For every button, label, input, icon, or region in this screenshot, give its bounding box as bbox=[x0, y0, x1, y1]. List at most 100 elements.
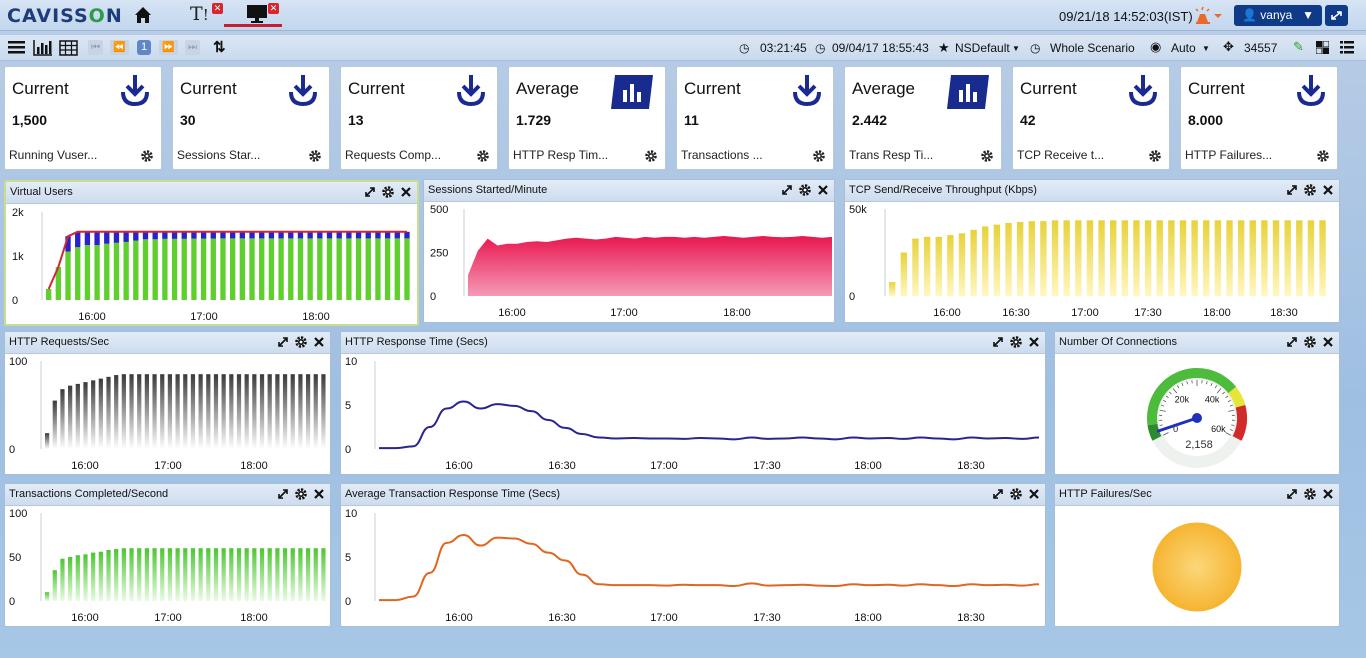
gear-icon[interactable] bbox=[308, 149, 322, 163]
bar bbox=[394, 231, 400, 239]
expand-icon[interactable] bbox=[1285, 487, 1299, 501]
close-icon[interactable] bbox=[1027, 335, 1041, 349]
scenario-selector[interactable]: Whole Scenario bbox=[1050, 41, 1135, 55]
home-icon[interactable] bbox=[133, 5, 153, 25]
gear-icon[interactable] bbox=[1303, 183, 1317, 197]
bar bbox=[305, 548, 311, 601]
bar bbox=[45, 433, 50, 449]
alert-icon[interactable] bbox=[1194, 6, 1224, 26]
menu-icon[interactable] bbox=[8, 40, 25, 55]
close-icon[interactable] bbox=[1321, 335, 1335, 349]
expand-icon[interactable] bbox=[991, 335, 1005, 349]
first-page-button[interactable]: ⏮ bbox=[88, 40, 103, 55]
clock-icon: ◷ bbox=[815, 41, 826, 55]
page-number[interactable]: 1 bbox=[137, 40, 151, 55]
gauge-tick bbox=[1161, 404, 1165, 407]
http-response-chart: 10 5 0 16:00 16:30 17:00 17:30 18:00 18:30 bbox=[345, 356, 1040, 472]
next-page-button[interactable]: ⏩ bbox=[159, 40, 178, 55]
bar-chart-icon[interactable] bbox=[33, 39, 53, 56]
kpi-card[interactable]: Current 11 Transactions ... bbox=[676, 66, 834, 170]
expand-icon[interactable] bbox=[363, 185, 377, 199]
refresh-mode-select[interactable]: Auto bbox=[1171, 41, 1196, 55]
close-icon[interactable] bbox=[1321, 183, 1335, 197]
panel-virtual-users[interactable]: Virtual Users 2k 1k 0 16:00 17:00 18:00 bbox=[4, 180, 419, 326]
expand-icon[interactable] bbox=[780, 183, 794, 197]
gear-icon[interactable] bbox=[812, 149, 826, 163]
panel-avg-transaction-time[interactable]: Average Transaction Response Time (Secs)… bbox=[340, 483, 1046, 627]
bar bbox=[191, 238, 197, 300]
chevron-down-icon[interactable]: ▼ bbox=[1012, 44, 1020, 53]
bar bbox=[298, 548, 303, 601]
bar bbox=[958, 233, 966, 296]
kpi-card[interactable]: Current 1,500 Running Vuser... bbox=[4, 66, 162, 170]
gear-icon[interactable] bbox=[476, 149, 490, 163]
kpi-card[interactable]: Current 30 Sessions Star... bbox=[172, 66, 330, 170]
monitor-icon[interactable] bbox=[246, 4, 268, 24]
bar bbox=[404, 238, 410, 300]
close-icon[interactable] bbox=[1027, 487, 1041, 501]
panel-http-failures[interactable]: HTTP Failures/Sec bbox=[1054, 483, 1340, 627]
close-icon[interactable] bbox=[816, 183, 830, 197]
gear-icon[interactable] bbox=[1316, 149, 1330, 163]
kpi-card[interactable]: Current 13 Requests Comp... bbox=[340, 66, 498, 170]
panel-transactions[interactable]: Transactions Completed/Second 100 50 0 16:0… bbox=[4, 483, 331, 627]
panel-sessions-started[interactable]: Sessions Started/Minute 500 250 0 16:00 17:0… bbox=[423, 179, 835, 323]
profile-select[interactable]: NSDefault bbox=[955, 41, 1010, 55]
gear-icon[interactable] bbox=[1009, 487, 1023, 501]
gear-icon[interactable] bbox=[644, 149, 658, 163]
fullscreen-button[interactable] bbox=[1325, 5, 1348, 26]
kpi-card[interactable]: Current 42 TCP Receive t... bbox=[1012, 66, 1170, 170]
gear-icon[interactable] bbox=[980, 149, 994, 163]
panel-http-requests[interactable]: HTTP Requests/Sec 100 0 16:00 17:00 18:00 bbox=[4, 331, 331, 475]
last-page-button[interactable]: ⏭ bbox=[185, 40, 200, 55]
bar bbox=[239, 238, 246, 300]
expand-icon[interactable] bbox=[1285, 183, 1299, 197]
expand-icon[interactable] bbox=[1285, 335, 1299, 349]
close-tab-icon[interactable]: ✕ bbox=[268, 3, 279, 14]
gear-icon[interactable] bbox=[798, 183, 812, 197]
table-icon[interactable] bbox=[59, 40, 78, 56]
series-line bbox=[47, 230, 407, 290]
expand-icon[interactable] bbox=[991, 487, 1005, 501]
x-tick-label: 18:00 bbox=[723, 307, 751, 319]
close-icon[interactable] bbox=[312, 487, 326, 501]
gear-icon[interactable] bbox=[294, 335, 308, 349]
gear-icon[interactable] bbox=[140, 149, 154, 163]
bar bbox=[181, 238, 187, 300]
expand-icon[interactable] bbox=[276, 335, 290, 349]
card-label: HTTP Resp Tim... bbox=[513, 148, 609, 162]
close-tab-icon[interactable]: ✕ bbox=[212, 3, 223, 14]
gauge-tick bbox=[1172, 388, 1178, 394]
prev-page-button[interactable]: ⏪ bbox=[110, 40, 129, 55]
bar bbox=[114, 375, 119, 449]
bar bbox=[94, 245, 100, 300]
gear-icon[interactable] bbox=[1303, 487, 1317, 501]
gear-icon[interactable] bbox=[294, 487, 308, 501]
close-icon[interactable] bbox=[1321, 487, 1335, 501]
card-value: 11 bbox=[684, 112, 699, 128]
gear-icon[interactable] bbox=[1009, 335, 1023, 349]
panel-http-response-time[interactable]: HTTP Response Time (Secs) 10 5 0 16:00 16:30… bbox=[340, 331, 1046, 475]
chevron-down-icon: ▼ bbox=[1302, 8, 1314, 22]
kpi-card[interactable]: Average 1.729 HTTP Resp Tim... bbox=[508, 66, 666, 170]
pin-icon[interactable]: ✎ bbox=[1293, 39, 1304, 54]
expand-icon[interactable] bbox=[276, 487, 290, 501]
panel-connections[interactable]: Number Of Connections 0 20k 40k 60k 2,158 bbox=[1054, 331, 1340, 475]
close-icon[interactable] bbox=[312, 335, 326, 349]
kpi-card[interactable]: Average 2.442 Trans Resp Ti... bbox=[844, 66, 1002, 170]
gear-icon[interactable] bbox=[1303, 335, 1317, 349]
chevron-down-icon[interactable]: ▼ bbox=[1202, 44, 1210, 53]
bar bbox=[98, 378, 103, 449]
tab-text-icon[interactable]: T! bbox=[190, 3, 209, 25]
kpi-card[interactable]: Current 8.000 HTTP Failures... bbox=[1180, 66, 1338, 170]
panel-tcp-throughput[interactable]: TCP Send/Receive Throughput (Kbps) 50k 0 1… bbox=[844, 179, 1340, 323]
layout-icon[interactable] bbox=[1316, 41, 1329, 54]
sort-icon[interactable]: ⇅ bbox=[213, 39, 226, 56]
user-menu-button[interactable]: 👤 vanya ▼ bbox=[1234, 5, 1322, 26]
close-icon[interactable] bbox=[399, 185, 413, 199]
gauge-tick bbox=[1159, 424, 1163, 426]
list-icon[interactable] bbox=[1340, 41, 1354, 54]
gear-icon[interactable] bbox=[381, 185, 395, 199]
gear-icon[interactable] bbox=[1148, 149, 1162, 163]
bar bbox=[1261, 220, 1268, 296]
